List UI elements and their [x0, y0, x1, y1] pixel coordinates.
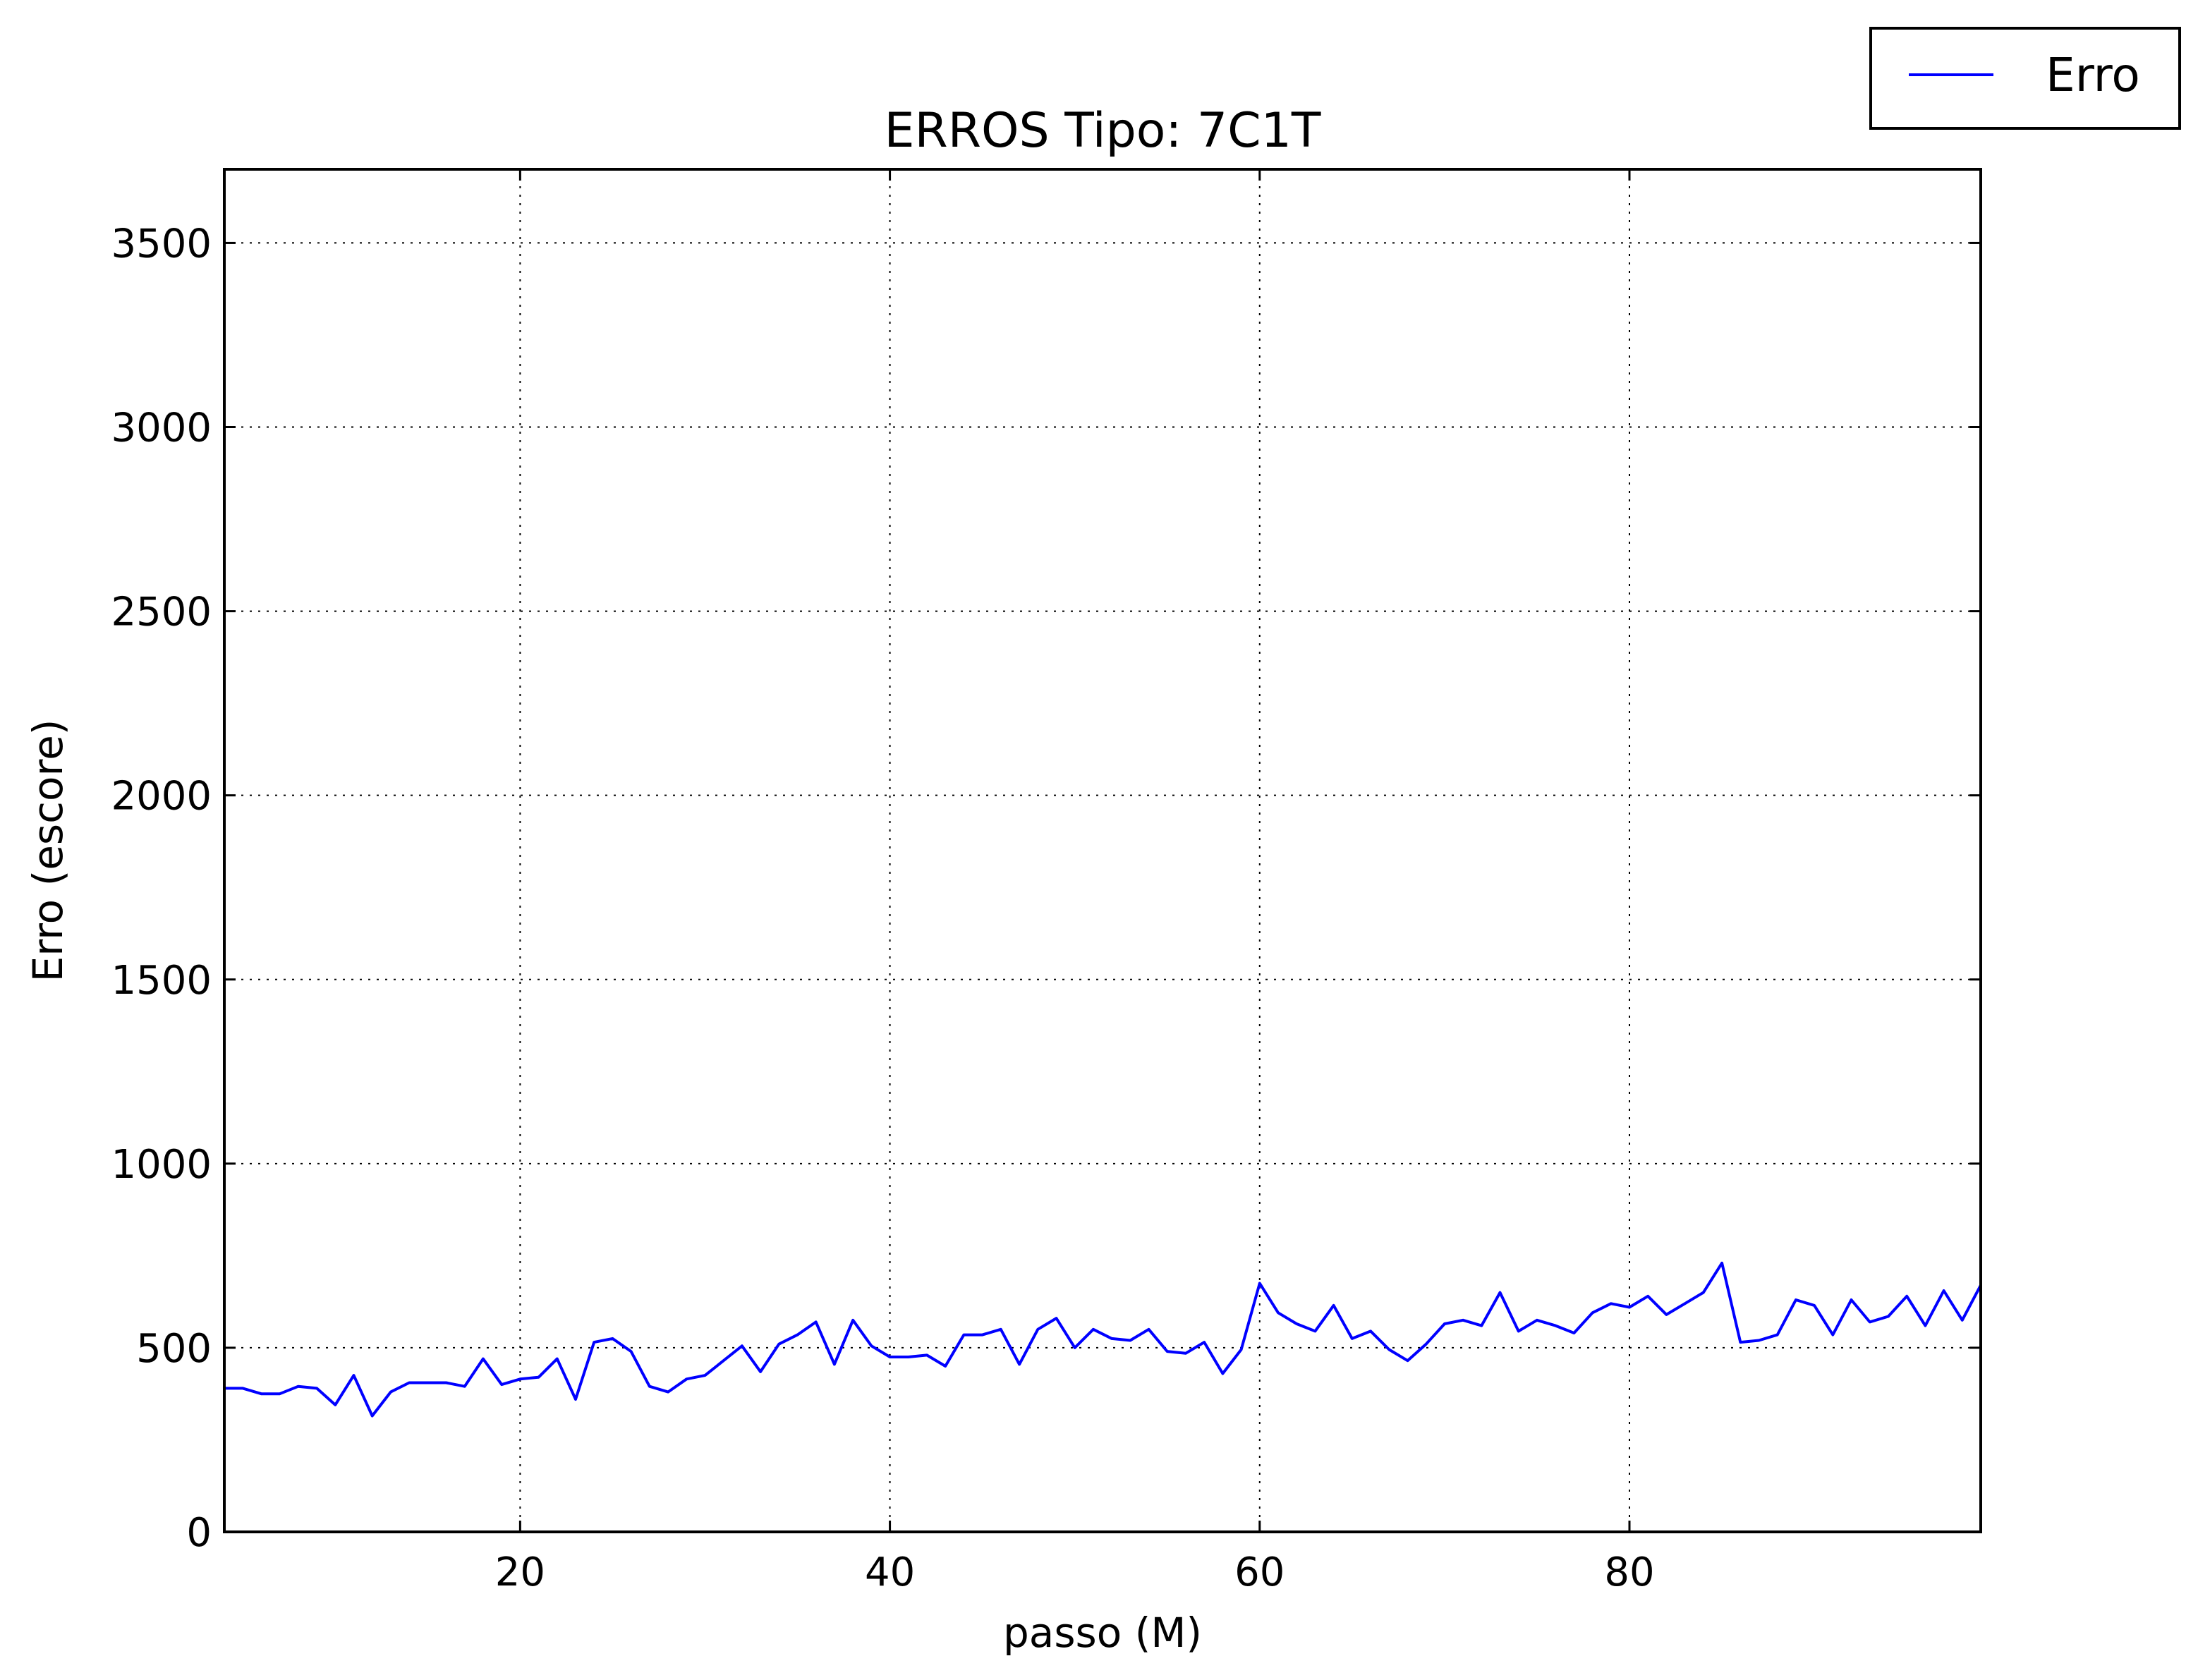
y-tick-label: 500	[136, 1326, 212, 1372]
legend: Erro	[1869, 27, 2181, 130]
plot-area-frame	[223, 168, 1982, 1533]
y-tick-label: 0	[186, 1510, 212, 1556]
grid	[224, 169, 1981, 1532]
legend-box	[1869, 27, 2181, 130]
x-tick-label: 60	[1234, 1550, 1285, 1595]
x-tick-label: 20	[495, 1550, 545, 1595]
x-tick-label: 40	[865, 1550, 915, 1595]
x-axis-label: passo (M)	[1003, 1609, 1202, 1657]
y-tick-label: 3500	[111, 221, 212, 267]
series-line-erro	[224, 1261, 1982, 1418]
y-tick-label: 1500	[111, 958, 212, 1004]
ticks: 0 500 1000 1500 2000 2500 3000 3500 20 40 60 80	[111, 169, 1981, 1595]
x-tick-label: 80	[1604, 1550, 1654, 1595]
y-tick-label: 2000	[111, 774, 212, 820]
y-axis-label: Erro (escore)	[24, 719, 72, 982]
chart-title: ERROS Tipo: 7C1T	[885, 103, 1321, 159]
y-tick-label: 3000	[111, 406, 212, 451]
series-layer	[224, 1261, 1982, 1418]
y-tick-label: 2500	[111, 590, 212, 635]
legend-label: Erro	[2046, 48, 2140, 102]
y-tick-label: 1000	[111, 1142, 212, 1188]
